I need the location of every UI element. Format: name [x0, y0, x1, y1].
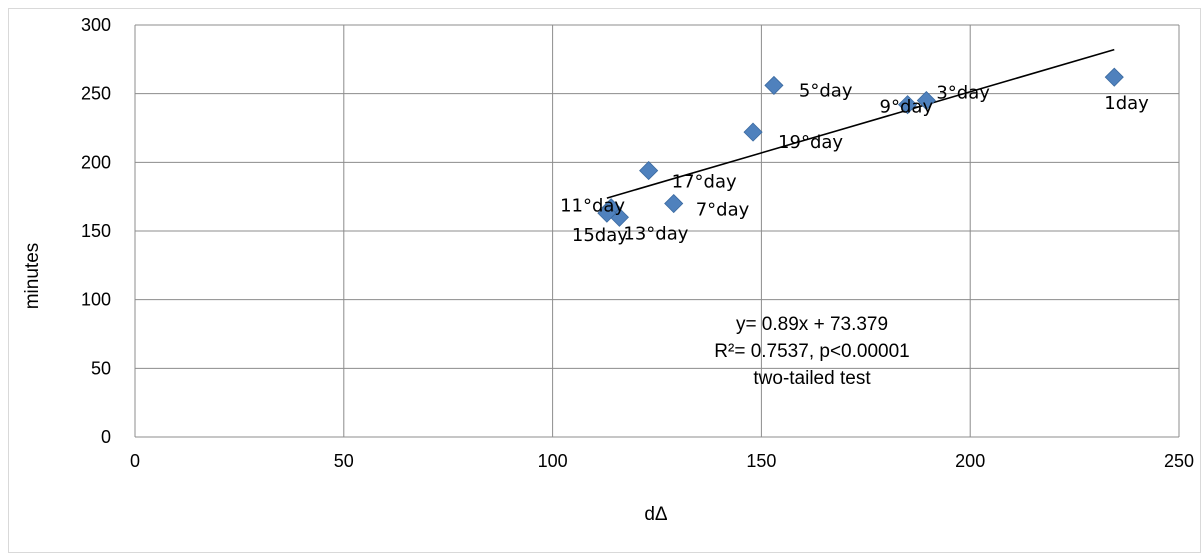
x-axis-title: dΔ — [644, 504, 668, 525]
equation-label: y= 0.89x + 73.379 — [736, 314, 888, 335]
y-tick-label: 150 — [81, 221, 111, 241]
point-label: 15day — [572, 225, 628, 246]
chart-frame — [8, 8, 1201, 553]
x-tick-label: 150 — [746, 451, 776, 471]
point-label: 5°day — [799, 80, 853, 101]
data-point — [916, 90, 936, 111]
data-point — [743, 122, 763, 142]
y-tick-label: 200 — [81, 152, 111, 172]
point-label: 3°day — [936, 83, 990, 104]
data-point — [764, 75, 784, 95]
data-point — [897, 95, 918, 115]
trendline-group — [606, 48, 1115, 199]
tick-labels: 0 50 100 150 200 250 0 50 100 150 200 250 300 — [81, 15, 1194, 471]
trendline — [606, 48, 1115, 199]
data-points — [597, 67, 1124, 227]
point-label: 17°day — [672, 172, 737, 193]
x-tick-label: 100 — [538, 451, 568, 471]
y-tick-label: 100 — [81, 290, 111, 310]
data-point — [597, 203, 617, 223]
point-label: 7°day — [696, 200, 750, 221]
point-label: 13°day — [623, 223, 688, 244]
data-point — [664, 193, 684, 214]
test-label: two-tailed test — [753, 368, 871, 389]
r-squared-label: R²= 0.7537, p<0.00001 — [714, 341, 909, 362]
x-tick-label: 50 — [334, 451, 354, 471]
regression-annotation: y= 0.89x + 73.379 R²= 0.7537, p<0.00001 … — [714, 314, 909, 389]
grid — [134, 24, 1180, 438]
point-label: 1day — [1104, 93, 1149, 114]
x-tick-label: 200 — [955, 451, 985, 471]
y-tick-label: 300 — [81, 15, 111, 35]
point-label: 19°day — [778, 132, 843, 153]
y-tick-label: 50 — [91, 358, 111, 378]
x-tick-label: 0 — [130, 451, 140, 471]
point-label: 9°day — [880, 97, 934, 118]
y-tick-label: 0 — [101, 427, 111, 447]
point-label: 11°day — [560, 196, 625, 217]
data-point — [639, 161, 659, 181]
x-tick-label: 250 — [1164, 451, 1194, 471]
data-point — [1104, 67, 1124, 87]
y-axis-title: minutes — [22, 243, 43, 310]
y-tick-label: 250 — [81, 84, 111, 104]
